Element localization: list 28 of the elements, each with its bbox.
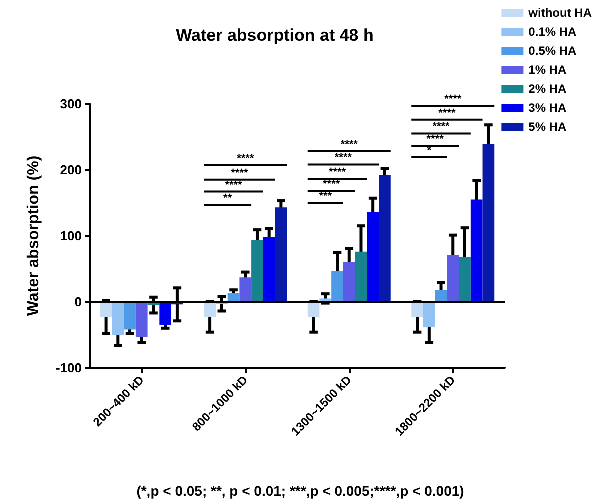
y-tick-label: 300 <box>60 96 82 112</box>
y-tick-label: 200 <box>60 162 82 178</box>
legend-label: 0.1% HA <box>528 25 578 39</box>
annotation: **** <box>328 166 347 179</box>
legend-label: without HA <box>528 6 592 20</box>
annotation: ** <box>224 192 233 204</box>
annotation: *** <box>319 190 333 202</box>
annotation: **** <box>334 152 353 164</box>
y-axis-title: Water absorption (%) <box>26 156 42 316</box>
annotation: **** <box>340 139 359 152</box>
legend-label: 2% HA <box>528 82 568 96</box>
legend-label: 3% HA <box>528 101 568 115</box>
annotation: **** <box>438 107 456 120</box>
annotation: **** <box>237 152 255 165</box>
annotation: **** <box>231 167 249 180</box>
legend-label: 1% HA <box>528 63 568 77</box>
annotation: **** <box>225 179 244 192</box>
annotation: **** <box>444 93 462 106</box>
chart-title: Water absorption at 48 h <box>176 26 374 45</box>
y-tick-label: 0 <box>74 294 82 310</box>
y-tick-label: 100 <box>60 228 82 244</box>
y-tick-label: -100 <box>56 360 82 376</box>
annotation: **** <box>426 134 445 146</box>
legend-label: 5% HA <box>528 120 568 134</box>
text: (*,p < 0.05; **, p < 0.01; ***,p < 0.005;****,p < 0.001) <box>136 483 464 499</box>
legend-label: 0.5% HA <box>528 44 578 58</box>
annotation: **** <box>323 178 341 191</box>
annotation: **** <box>432 121 451 134</box>
